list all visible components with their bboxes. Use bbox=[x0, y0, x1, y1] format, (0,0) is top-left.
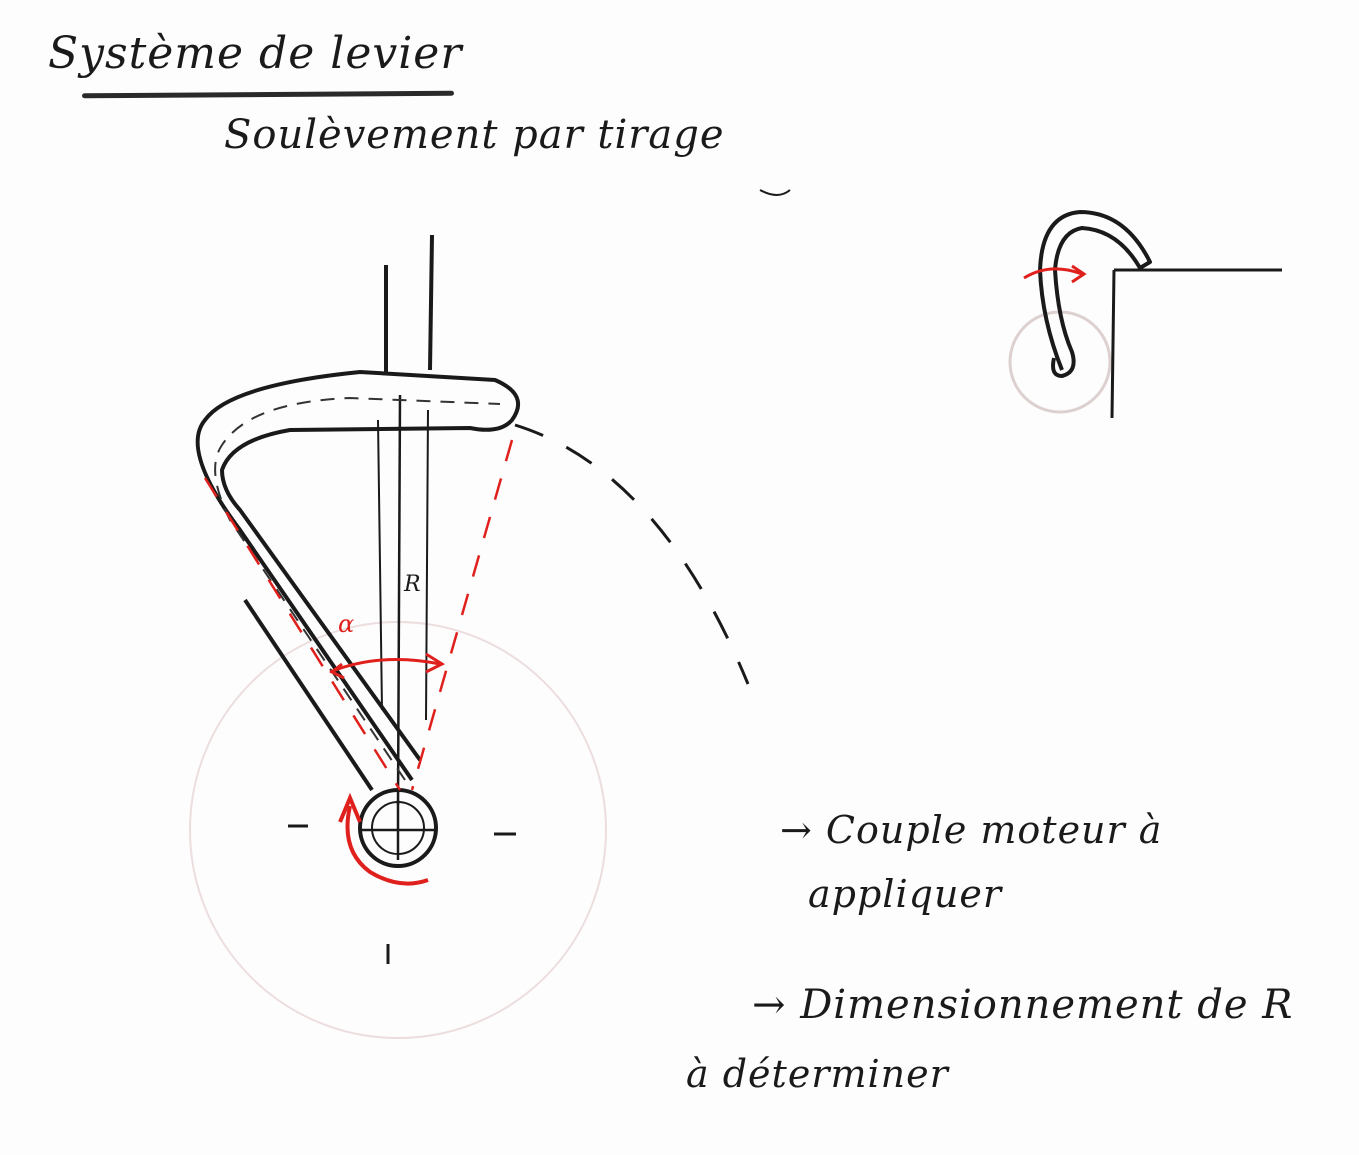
inset-red-arrow-head bbox=[1071, 264, 1087, 284]
subtitle-squiggle bbox=[759, 189, 791, 196]
inset-table-side bbox=[1110, 269, 1116, 419]
lever-left-edge bbox=[243, 598, 374, 792]
alpha-label: α bbox=[338, 610, 356, 638]
alpha-arrow-head bbox=[425, 652, 446, 674]
torque-arrow bbox=[345, 805, 429, 886]
inset-lever bbox=[1038, 210, 1152, 378]
red-dashed-line-right bbox=[410, 439, 514, 791]
lever-centerline bbox=[214, 396, 501, 781]
pivot-outer bbox=[358, 788, 438, 868]
radius-label: R bbox=[404, 572, 422, 597]
inner-rod-left bbox=[377, 419, 383, 711]
alpha-arrow-tail bbox=[329, 662, 345, 680]
alpha-arc bbox=[329, 658, 441, 674]
tip-trajectory-arc bbox=[514, 423, 750, 685]
center-radius-line bbox=[396, 394, 402, 806]
note-appliquer: appliquer bbox=[808, 872, 1003, 916]
diagram-title: Système de levier bbox=[48, 28, 463, 79]
lever-outer-outline bbox=[195, 370, 521, 782]
note-a-determiner: à déterminer bbox=[686, 1052, 949, 1096]
note-couple-moteur: → Couple moteur à bbox=[780, 808, 1163, 852]
inner-rod-right bbox=[425, 409, 429, 721]
note-dimensionnement: → Dimensionnement de R bbox=[752, 982, 1294, 1028]
torque-arrow-head bbox=[338, 792, 362, 823]
diagram-subtitle: Soulèvement par tirage bbox=[224, 112, 725, 158]
red-dashed-line-left bbox=[203, 477, 402, 791]
inset-red-arrow bbox=[1023, 267, 1083, 280]
rod-right-line bbox=[428, 234, 434, 371]
